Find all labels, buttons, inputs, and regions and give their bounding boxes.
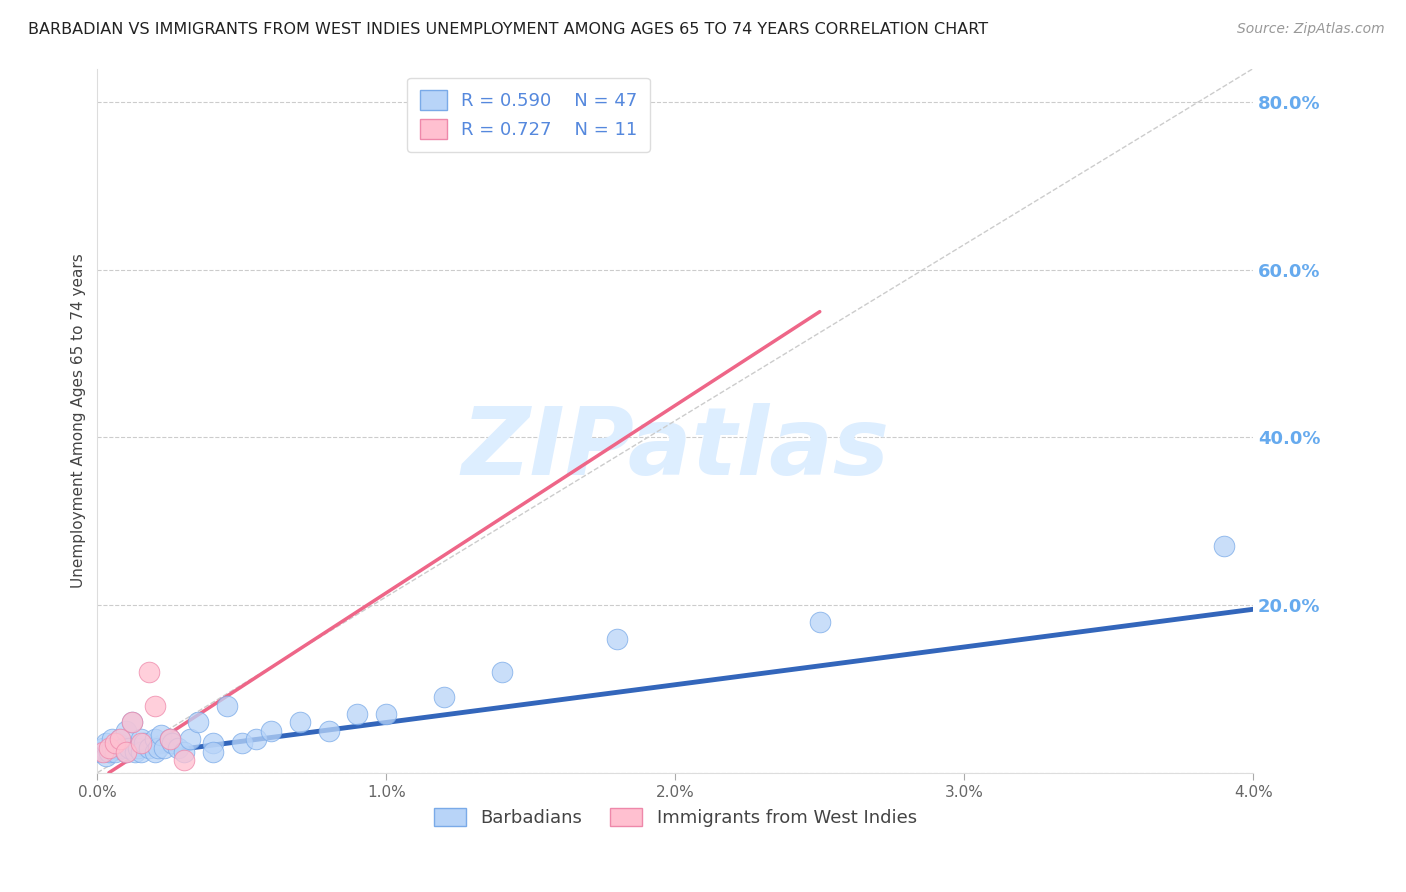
Point <box>143 745 166 759</box>
Point <box>159 732 181 747</box>
Point <box>110 732 132 747</box>
Point <box>433 690 456 705</box>
Point <box>132 736 155 750</box>
Point <box>121 715 143 730</box>
Point <box>187 715 209 730</box>
Point <box>110 732 132 747</box>
Point <box>260 723 283 738</box>
Point <box>179 732 201 747</box>
Point <box>138 740 160 755</box>
Point <box>115 745 138 759</box>
Y-axis label: Unemployment Among Ages 65 to 74 years: Unemployment Among Ages 65 to 74 years <box>72 253 86 588</box>
Point <box>129 736 152 750</box>
Point <box>97 740 120 755</box>
Point <box>101 732 124 747</box>
Point <box>101 740 124 755</box>
Point <box>245 732 267 747</box>
Point <box>1213 540 1236 554</box>
Point <box>127 740 149 755</box>
Point <box>201 745 224 759</box>
Point <box>107 736 129 750</box>
Point <box>91 745 114 759</box>
Point <box>149 728 172 742</box>
Point <box>94 749 117 764</box>
Point <box>112 740 135 755</box>
Point <box>97 745 120 759</box>
Point <box>167 740 190 755</box>
Legend: Barbadians, Immigrants from West Indies: Barbadians, Immigrants from West Indies <box>426 800 924 834</box>
Point <box>115 723 138 738</box>
Point <box>118 740 141 755</box>
Point <box>318 723 340 738</box>
Point <box>143 732 166 747</box>
Point <box>217 698 239 713</box>
Point <box>201 736 224 750</box>
Point <box>129 745 152 759</box>
Point <box>346 707 368 722</box>
Point <box>143 698 166 713</box>
Point <box>491 665 513 680</box>
Point <box>146 740 169 755</box>
Point <box>288 715 311 730</box>
Point <box>808 615 831 629</box>
Point <box>173 753 195 767</box>
Point <box>159 732 181 747</box>
Point <box>129 732 152 747</box>
Point <box>94 736 117 750</box>
Text: Source: ZipAtlas.com: Source: ZipAtlas.com <box>1237 22 1385 37</box>
Point <box>104 745 127 759</box>
Point <box>89 745 111 759</box>
Point <box>91 740 114 755</box>
Point <box>153 740 176 755</box>
Point <box>104 736 127 750</box>
Point <box>231 736 253 750</box>
Point <box>375 707 398 722</box>
Point <box>121 715 143 730</box>
Point <box>115 745 138 759</box>
Point <box>162 736 184 750</box>
Text: ZIPatlas: ZIPatlas <box>461 403 890 495</box>
Point <box>173 745 195 759</box>
Point <box>124 745 146 759</box>
Point <box>606 632 628 646</box>
Point <box>138 665 160 680</box>
Text: BARBADIAN VS IMMIGRANTS FROM WEST INDIES UNEMPLOYMENT AMONG AGES 65 TO 74 YEARS : BARBADIAN VS IMMIGRANTS FROM WEST INDIES… <box>28 22 988 37</box>
